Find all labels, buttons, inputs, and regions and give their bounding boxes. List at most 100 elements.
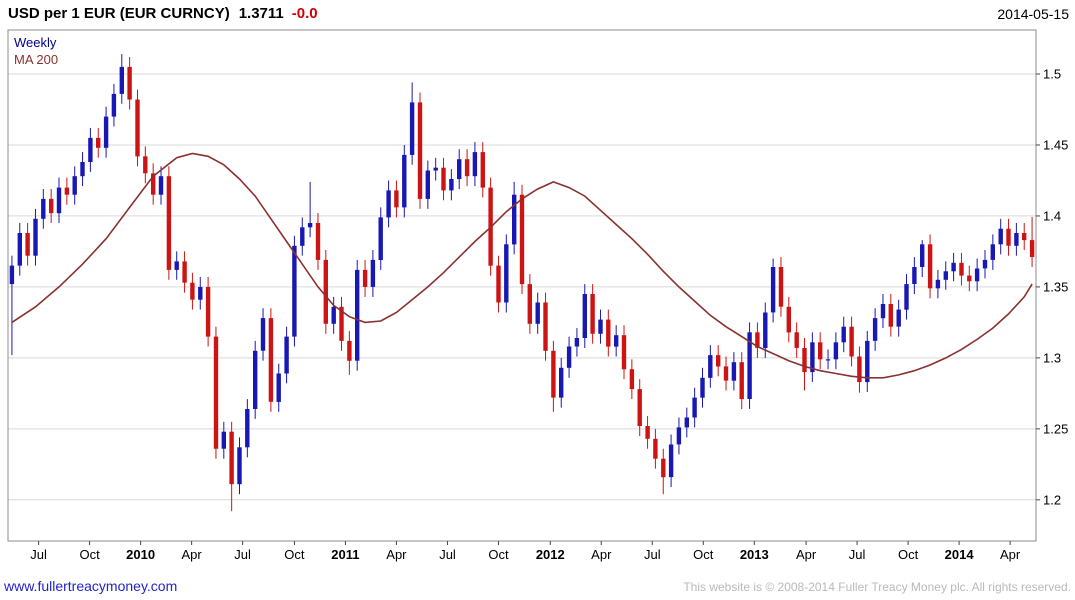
- candle: [268, 308, 274, 412]
- candle: [535, 292, 540, 334]
- candle: [362, 259, 368, 297]
- candle: [755, 322, 760, 358]
- candle: [504, 234, 509, 313]
- candle: [527, 274, 532, 334]
- x-tick-label: 2012: [536, 547, 565, 562]
- candle: [182, 251, 187, 293]
- candle: [402, 145, 407, 218]
- x-tick-label: Jul: [439, 547, 456, 562]
- candle: [927, 234, 933, 299]
- candle: [716, 345, 721, 377]
- x-tick-label: Oct: [693, 547, 714, 562]
- candle: [566, 336, 572, 378]
- candle: [33, 208, 38, 266]
- candle: [480, 142, 485, 198]
- candle: [857, 346, 862, 393]
- candle: [347, 330, 352, 375]
- candle: [386, 180, 391, 228]
- candle: [723, 356, 729, 391]
- last-price: 1.3711: [238, 5, 284, 22]
- ma-200-line: [11, 152, 1033, 379]
- candle: [135, 89, 140, 167]
- candle: [810, 332, 815, 382]
- x-tick-label: Jul: [234, 547, 251, 562]
- candle: [692, 387, 697, 428]
- y-tick-label: 1.35: [1043, 279, 1068, 294]
- candle: [378, 207, 383, 270]
- candle: [276, 363, 281, 412]
- candle: [174, 251, 179, 280]
- candle: [582, 284, 587, 348]
- candle: [880, 294, 886, 329]
- x-tick-label: Oct: [79, 547, 100, 562]
- x-tick-label: Apr: [1000, 547, 1021, 562]
- instrument-title: USD per 1 EUR (EUR CURNCY): [8, 5, 230, 22]
- candle: [260, 308, 266, 361]
- candle: [213, 326, 219, 459]
- candle: [904, 274, 909, 320]
- candle: [315, 213, 321, 270]
- candle: [637, 379, 642, 436]
- candle: [158, 166, 164, 205]
- candle: [166, 166, 172, 280]
- candle: [590, 284, 595, 344]
- candle: [998, 218, 1003, 255]
- candle: [229, 421, 234, 512]
- candle: [951, 252, 956, 282]
- page-title: USD per 1 EUR (EUR CURNCY) 1.3711 -0.0: [8, 5, 318, 22]
- candle: [25, 223, 30, 266]
- copyright-text: This website is © 2008-2014 Fuller Treac…: [683, 580, 1071, 594]
- y-tick-label: 1.2: [1043, 492, 1061, 507]
- candle: [496, 255, 501, 313]
- candle: [739, 352, 744, 409]
- candle: [833, 332, 839, 370]
- legend-ma200-label: MA 200: [14, 52, 59, 67]
- candle: [645, 416, 650, 449]
- candle: [551, 340, 556, 412]
- candle: [606, 309, 611, 357]
- candle: [355, 259, 360, 371]
- x-tick-label: Oct: [284, 547, 305, 562]
- candle: [747, 322, 752, 409]
- candle: [731, 352, 737, 391]
- candle: [1022, 223, 1027, 250]
- candle: [668, 434, 674, 488]
- candle: [982, 250, 988, 279]
- y-axis: 1.5 1.45 1.4 1.35 1.3 1.25 1.2: [1036, 67, 1068, 507]
- candle: [111, 83, 117, 127]
- x-tick-label: Oct: [898, 547, 919, 562]
- candle: [64, 177, 70, 205]
- candle: [221, 421, 226, 459]
- candle: [96, 127, 101, 158]
- y-tick-label: 1.3: [1043, 350, 1061, 365]
- candle: [339, 296, 344, 351]
- candle: [574, 328, 580, 357]
- candle: [708, 345, 713, 388]
- candle: [786, 296, 791, 343]
- candle: [56, 177, 62, 223]
- candle: [441, 157, 446, 201]
- x-tick-label: Jul: [644, 547, 661, 562]
- candle: [943, 261, 948, 290]
- price-change: -0.0: [291, 5, 318, 22]
- candle: [190, 272, 195, 310]
- candle: [684, 407, 689, 438]
- candle: [41, 189, 46, 229]
- candle: [920, 240, 925, 277]
- candle: [80, 152, 85, 187]
- candle: [763, 302, 768, 358]
- candle: [284, 326, 289, 384]
- candle: [872, 308, 878, 351]
- candle: [896, 299, 901, 337]
- legend-weekly-label: Weekly: [14, 35, 57, 50]
- candle: [237, 437, 242, 495]
- website-link[interactable]: www.fullertreacymoney.com: [4, 578, 178, 594]
- candle: [770, 258, 776, 323]
- candle: [818, 332, 823, 370]
- candle: [143, 146, 148, 184]
- candle: [1014, 223, 1019, 256]
- candle: [700, 367, 705, 408]
- x-tick-label: Oct: [488, 547, 509, 562]
